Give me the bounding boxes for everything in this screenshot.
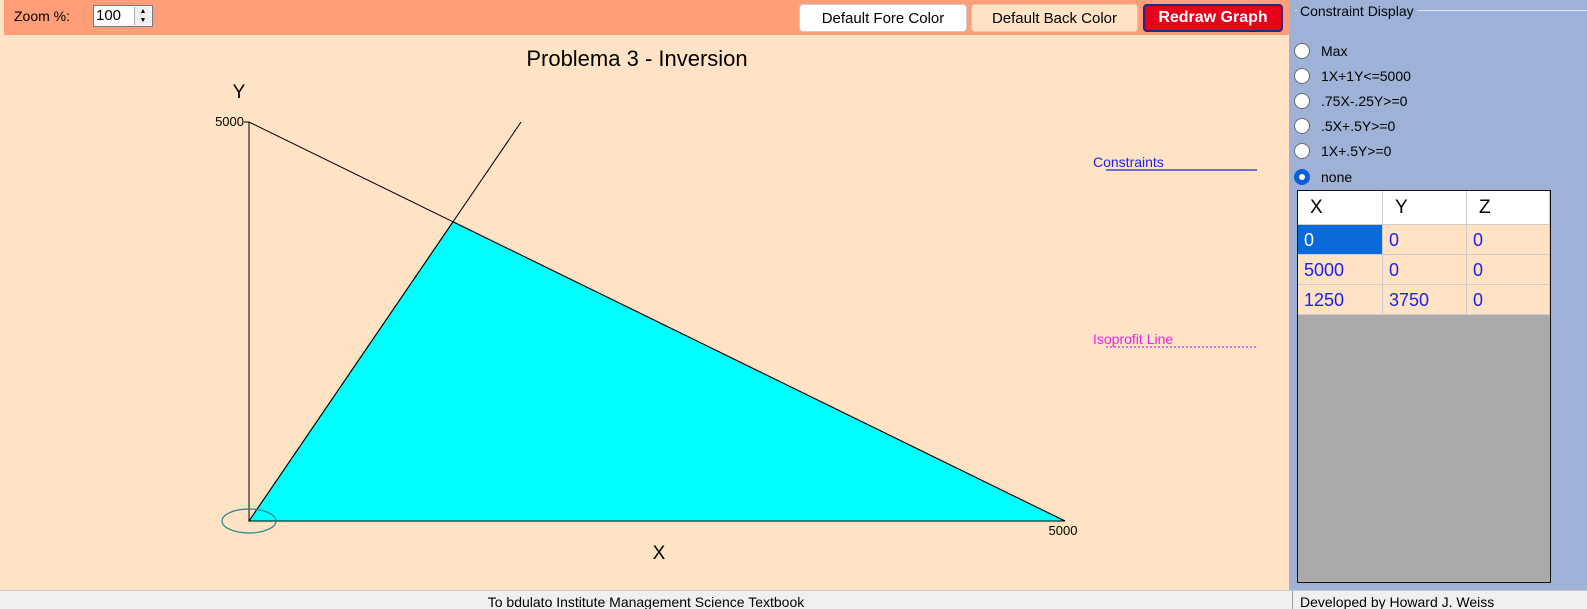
radio-button-icon[interactable] <box>1294 68 1310 84</box>
status-bar: To bdulato Institute Management Science … <box>0 590 1587 609</box>
constraint-display-group <box>1295 10 1587 191</box>
radio-constraint-4[interactable]: 1X+.5Y>=0 <box>1294 140 1391 162</box>
table-cell[interactable]: 0 <box>1383 225 1467 255</box>
legend-isoprofit-label: Isoprofit Line <box>1093 331 1173 347</box>
vertex-table[interactable]: X Y Z 0 0 0 5000 0 0 1250 3750 0 <box>1297 190 1551 583</box>
zoom-spinner[interactable]: ▲ ▼ <box>134 7 151 25</box>
y-axis-label: Y <box>233 82 246 103</box>
legend-constraints-label: Constraints <box>1093 154 1164 170</box>
y-max-label: 5000 <box>215 114 244 129</box>
table-cell[interactable]: 1250 <box>1298 285 1383 315</box>
radio-button-icon[interactable] <box>1294 143 1310 159</box>
origin-marker <box>221 508 277 534</box>
table-cell[interactable]: 0 <box>1467 285 1550 315</box>
constraint-line-2 <box>248 121 522 522</box>
default-back-color-button[interactable]: Default Back Color <box>971 4 1138 32</box>
table-cell[interactable]: 0 <box>1467 225 1550 255</box>
status-right-text: Developed by Howard J. Weiss <box>1300 594 1495 609</box>
table-cell[interactable]: 0 <box>1467 255 1550 285</box>
zoom-value[interactable]: 100 <box>96 7 122 24</box>
radio-constraint-1[interactable]: 1X+1Y<=5000 <box>1294 65 1411 87</box>
table-cell[interactable]: 0 <box>1298 225 1383 255</box>
redraw-graph-button[interactable]: Redraw Graph <box>1143 4 1283 32</box>
constraint-display-title: Constraint Display <box>1297 3 1417 19</box>
graph-title: Problema 3 - Inversion <box>526 46 747 71</box>
table-cell[interactable]: 0 <box>1383 255 1467 285</box>
feasible-region <box>248 221 1066 522</box>
default-fore-color-button[interactable]: Default Fore Color <box>799 4 967 32</box>
graph-canvas: Problema 3 - Inversion 5000 Y 5000 X Con… <box>215 46 1257 564</box>
radio-button-icon[interactable] <box>1294 118 1310 134</box>
table-header-z[interactable]: Z <box>1467 191 1550 225</box>
status-left-text: To bdulato Institute Management Science … <box>0 591 1293 609</box>
x-axis-label: X <box>653 543 666 564</box>
table-cell[interactable]: 5000 <box>1298 255 1383 285</box>
table-cell[interactable]: 3750 <box>1383 285 1467 315</box>
zoom-input[interactable]: 100 ▲ ▼ <box>93 5 153 27</box>
radio-button-icon[interactable] <box>1294 93 1310 109</box>
table-header-y[interactable]: Y <box>1383 191 1467 225</box>
radio-max[interactable]: Max <box>1294 40 1347 62</box>
x-max-label: 5000 <box>1049 523 1078 538</box>
radio-button-selected-icon[interactable] <box>1294 169 1310 185</box>
graph-panel: Zoom %: 100 ▲ ▼ Default Fore Color Defau… <box>0 0 1293 590</box>
zoom-label: Zoom %: <box>14 8 71 24</box>
radio-button-icon[interactable] <box>1294 43 1310 59</box>
constraint-line-1 <box>248 121 1066 522</box>
table-header-x[interactable]: X <box>1298 191 1383 225</box>
spin-up-icon[interactable]: ▲ <box>139 8 147 15</box>
radio-constraint-3[interactable]: .5X+.5Y>=0 <box>1294 115 1395 137</box>
spin-down-icon[interactable]: ▼ <box>139 17 147 24</box>
radio-none[interactable]: none <box>1294 166 1352 188</box>
radio-constraint-2[interactable]: .75X-.25Y>=0 <box>1294 90 1407 112</box>
